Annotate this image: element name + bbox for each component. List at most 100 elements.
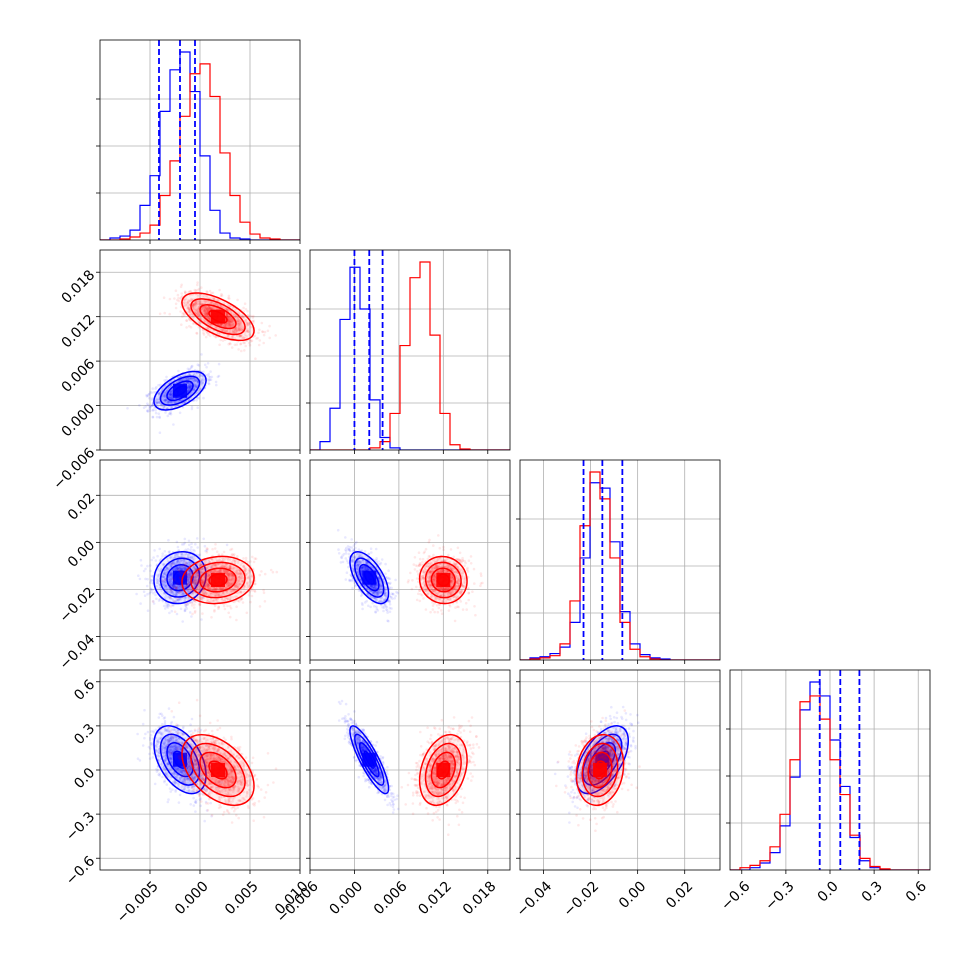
scatter-point [126,407,129,410]
scatter-point [346,571,349,574]
scatter-point [253,561,256,564]
scatter-point [176,597,179,600]
scatter-point [186,603,189,606]
scatter-point [183,564,186,567]
scatter-point [240,599,243,602]
scatter-point [270,569,273,572]
scatter-point [194,557,197,560]
scatter-point [201,612,204,615]
scatter-point [251,556,254,559]
scatter-point [259,339,262,342]
scatter-point [180,284,183,287]
scatter-point [153,549,156,552]
scatter-point [237,599,240,602]
scatter-point [364,550,367,553]
scatter-point [195,399,198,402]
histogram-panel-2 [306,250,510,454]
scatter-point [138,404,141,407]
scatter-point [242,601,245,604]
scatter-point [189,611,192,614]
scatter-point [137,574,140,577]
scatter-point [191,613,194,616]
scatter-point [149,570,152,573]
scatter-point [176,582,179,585]
scatter-point [156,555,159,558]
scatter-point [184,609,187,612]
scatter-point [209,370,212,373]
scatter-point [164,578,167,581]
scatter-point [229,549,232,552]
histogram-area [310,250,510,450]
scatter-point [149,581,152,584]
scatter-point [163,312,166,315]
scatter-point [184,549,187,552]
scatter-point [188,540,191,543]
scatter-point [235,619,238,622]
scatter-point [180,565,183,568]
density-peak-blue [173,384,187,398]
scatter-point [338,552,341,555]
scatter-point [268,325,271,328]
scatter-point [154,387,157,390]
scatter-point [244,345,247,348]
scatter-point [163,605,166,608]
scatter-point [196,289,199,292]
scatter-point [387,620,390,623]
scatter-panel-3-2 [306,460,510,664]
scatter-point [148,397,151,400]
scatter-point [175,303,178,306]
scatter-point [152,409,155,412]
scatter-point [231,346,234,349]
scatter-point [219,339,222,342]
scatter-point [180,589,183,592]
scatter-point [156,416,159,419]
scatter-point [158,412,161,415]
scatter-point [253,320,256,323]
scatter-point [194,289,197,292]
scatter-point [149,564,152,567]
scatter-point [348,579,351,582]
scatter-point [253,590,256,593]
scatter-point [242,307,245,310]
scatter-point [208,375,211,378]
scatter-point [218,553,221,556]
scatter-point [158,416,161,419]
scatter-point [179,576,182,579]
density-area [337,529,484,623]
scatter-point [169,411,172,414]
scatter-point [153,391,156,394]
scatter-point [254,357,257,360]
scatter-point [146,585,149,588]
scatter-point [146,593,149,596]
scatter-point [261,322,264,325]
scatter-point [152,600,155,603]
scatter-point [161,555,164,558]
scatter-point [194,610,197,613]
scatter-point [239,343,242,346]
scatter-point [184,291,187,294]
scatter-point [191,604,194,607]
scatter-point [159,313,162,316]
scatter-point [168,313,171,316]
scatter-point [149,592,152,595]
scatter-point [227,612,230,615]
scatter-point [369,606,372,609]
scatter-point [172,423,175,426]
scatter-point [155,559,158,562]
scatter-point [222,339,225,342]
scatter-point [180,323,183,326]
scatter-point [261,330,264,333]
scatter-point [189,601,192,604]
scatter-point [228,295,231,298]
scatter-point [177,370,180,373]
scatter-point [189,549,192,552]
scatter-point [370,551,373,554]
scatter-point [211,376,214,379]
scatter-point [159,431,162,434]
scatter-point [169,585,172,588]
scatter-point [242,557,245,560]
scatter-point [249,560,252,563]
scatter-point [250,315,253,318]
scatter-point [163,296,166,299]
scatter-point [236,555,239,558]
